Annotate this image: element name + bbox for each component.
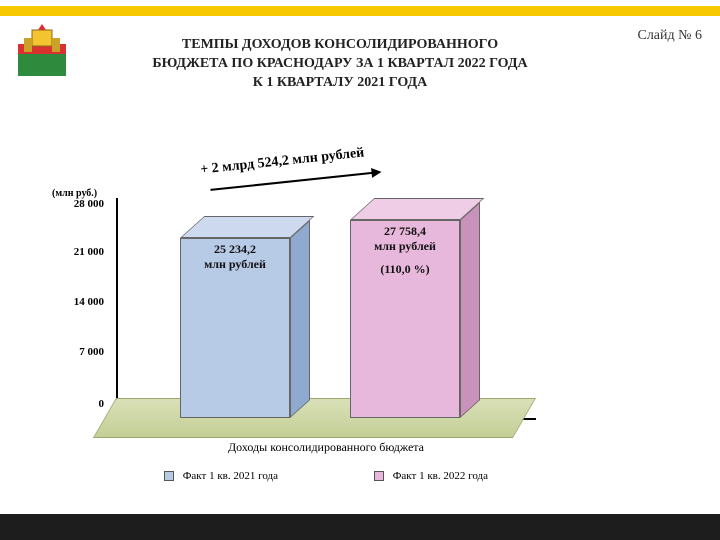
title-line-3: К 1 КВАРТАЛУ 2021 ГОДА (80, 74, 600, 93)
legend-swatch-icon (164, 471, 174, 481)
y-tick: 7 000 (54, 346, 104, 358)
slide-root: Слайд № 6 ТЕМПЫ ДОХОДОВ КОНСОЛИДИРОВАННО… (0, 0, 720, 540)
bar-unit: млн рублей (350, 239, 460, 254)
difference-annotation: + 2 млрд 524,2 млн рублей (200, 145, 365, 178)
slide-number: Слайд № 6 (637, 28, 702, 44)
y-tick: 21 000 (54, 246, 104, 258)
accent-bar (0, 6, 720, 16)
y-tick: 0 (54, 398, 104, 410)
y-tick: 28 000 (54, 198, 104, 210)
legend: Факт 1 кв. 2021 года Факт 1 кв. 2022 год… (116, 470, 536, 482)
title-line-2: БЮДЖЕТА ПО КРАСНОДАРУ ЗА 1 КВАРТАЛ 2022 … (80, 55, 600, 74)
bar-side (460, 202, 480, 418)
bar-2021-label: 25 234,2 млн рублей (180, 242, 290, 272)
bar-side (290, 220, 310, 418)
bar-2022-label: 27 758,4 млн рублей (110,0 %) (350, 224, 460, 277)
y-axis-ticks: 28 000 21 000 14 000 7 000 0 (60, 198, 110, 418)
x-axis-title: Доходы консолидированного бюджета (116, 440, 536, 455)
legend-item: Факт 1 кв. 2022 года (374, 470, 488, 482)
legend-text: Факт 1 кв. 2022 года (393, 470, 488, 482)
legend-swatch-icon (374, 471, 384, 481)
bar-value: 27 758,4 (350, 224, 460, 239)
bar-value: 25 234,2 (180, 242, 290, 257)
chart: (млн руб.) 28 000 21 000 14 000 7 000 0 … (60, 170, 660, 500)
title-line-1: ТЕМПЫ ДОХОДОВ КОНСОЛИДИРОВАННОГО (80, 36, 600, 55)
bar-percent: (110,0 %) (350, 262, 460, 277)
y-axis-line (116, 198, 118, 418)
bar-unit: млн рублей (180, 257, 290, 272)
slide-title: ТЕМПЫ ДОХОДОВ КОНСОЛИДИРОВАННОГО БЮДЖЕТА… (80, 36, 600, 93)
legend-text: Факт 1 кв. 2021 года (183, 470, 278, 482)
footer-bar (0, 514, 720, 540)
legend-item: Факт 1 кв. 2021 года (164, 470, 278, 482)
city-emblem-icon (14, 24, 70, 80)
y-tick: 14 000 (54, 296, 104, 308)
